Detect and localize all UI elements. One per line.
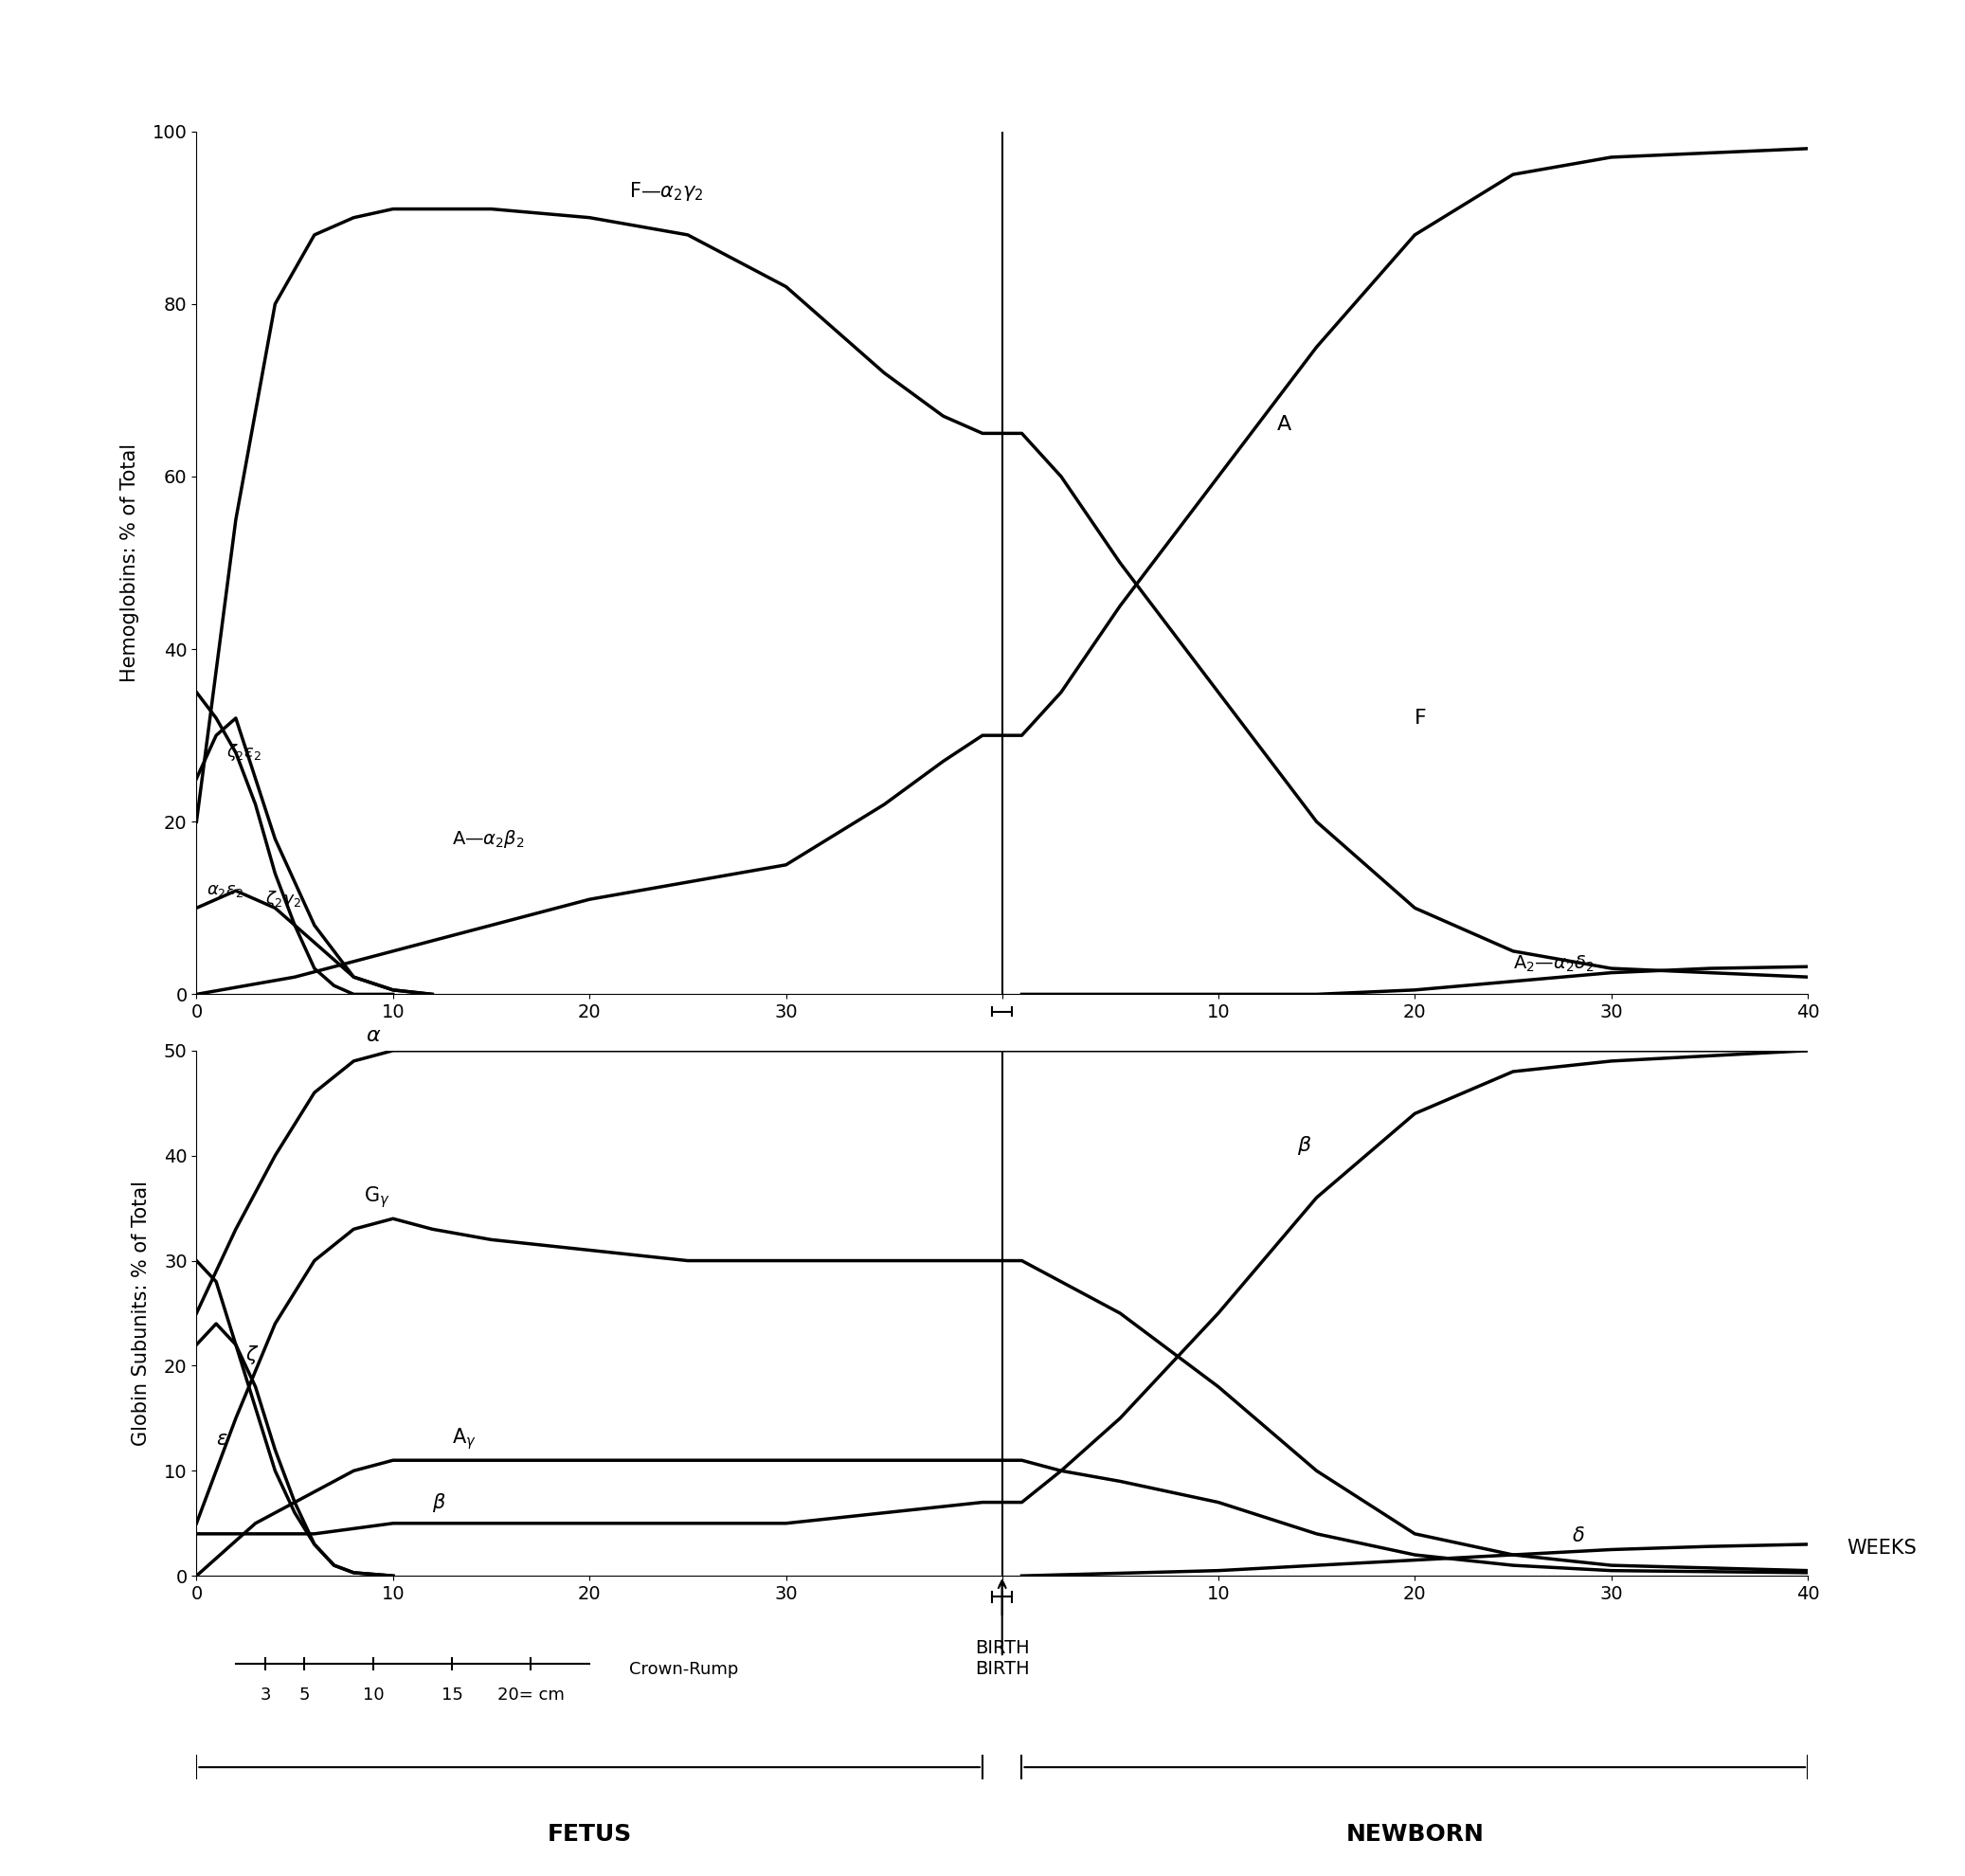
Text: $\beta$: $\beta$	[1297, 1133, 1311, 1156]
Text: 3: 3	[259, 1687, 271, 1703]
Text: F: F	[1415, 709, 1427, 728]
Text: $\alpha_2\epsilon_2$: $\alpha_2\epsilon_2$	[206, 882, 244, 899]
Text: $\alpha$: $\alpha$	[365, 1026, 381, 1045]
Text: WEEKS: WEEKS	[1847, 1538, 1918, 1557]
Text: NEWBORN: NEWBORN	[1346, 1823, 1484, 1846]
Text: $\delta$: $\delta$	[1572, 1527, 1586, 1546]
Text: $\zeta_2\epsilon_2$: $\zeta_2\epsilon_2$	[226, 743, 261, 764]
Text: BIRTH: BIRTH	[975, 1581, 1030, 1677]
Text: $\epsilon$: $\epsilon$	[216, 1430, 228, 1448]
Text: $\beta$: $\beta$	[432, 1491, 446, 1514]
Text: A—$\alpha_2\beta_2$: A—$\alpha_2\beta_2$	[452, 827, 525, 850]
Text: 10: 10	[364, 1687, 383, 1703]
Text: G$_\gamma$: G$_\gamma$	[364, 1186, 389, 1210]
Y-axis label: Globin Subunits: % of Total: Globin Subunits: % of Total	[132, 1180, 151, 1446]
Text: 20= cm: 20= cm	[497, 1687, 564, 1703]
Text: BIRTH: BIRTH	[975, 1640, 1030, 1657]
Text: A$_\gamma$: A$_\gamma$	[452, 1426, 476, 1452]
Text: FETUS: FETUS	[546, 1823, 633, 1846]
Text: A: A	[1277, 415, 1291, 433]
Text: 5: 5	[299, 1687, 310, 1703]
Text: Crown-Rump: Crown-Rump	[629, 1660, 739, 1679]
Y-axis label: Hemoglobins: % of Total: Hemoglobins: % of Total	[120, 443, 140, 683]
Text: $\zeta_2\gamma_2$: $\zeta_2\gamma_2$	[265, 889, 301, 910]
Text: F—$\alpha_2\gamma_2$: F—$\alpha_2\gamma_2$	[629, 180, 703, 203]
Text: $\zeta$: $\zeta$	[246, 1343, 259, 1366]
Text: 15: 15	[440, 1687, 464, 1703]
Text: A$_2$—$\alpha_2\delta_2$: A$_2$—$\alpha_2\delta_2$	[1513, 955, 1594, 974]
